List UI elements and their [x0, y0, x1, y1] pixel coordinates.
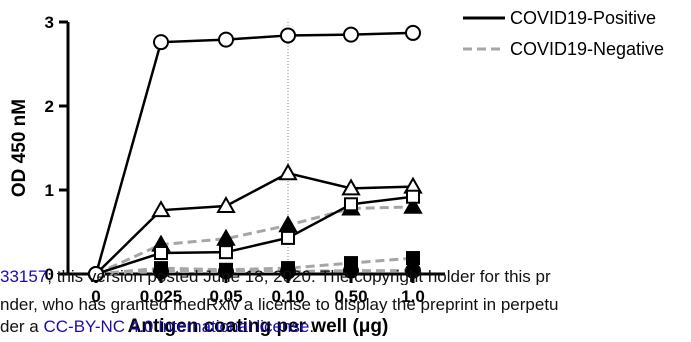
legend: COVID19-Positive COVID19-Negative	[463, 8, 664, 59]
data-point-circle	[218, 31, 234, 48]
data-point-triangle	[151, 200, 171, 218]
data-point-square	[281, 230, 295, 245]
data-point-square	[344, 197, 358, 212]
data-point-square	[406, 251, 420, 266]
data-point-triangle	[278, 215, 298, 233]
series-line	[95, 195, 414, 276]
data-point-circle	[88, 266, 104, 282]
x-tick-label: 0.025	[140, 287, 183, 306]
data-point-square	[219, 245, 233, 260]
x-axis-title: Antigen coating per well (μg)	[128, 316, 389, 337]
watermark-line-1: 33157; this version posted June 18, 2020…	[0, 268, 691, 285]
legend-label-negative: COVID19-Negative	[510, 39, 664, 59]
x-tick-label: 0.50	[334, 287, 367, 306]
data-point-circle	[405, 262, 421, 279]
x-ticks: 0 0.025 0.05 0.10 0.50 1.0	[91, 274, 425, 306]
data-point-circle	[280, 27, 296, 44]
data-point-triangle	[403, 196, 423, 214]
watermark-text-1: ; this version posted June 18, 2020. The…	[47, 268, 551, 285]
watermark-text-3: der a	[0, 318, 44, 335]
legend-label-positive: COVID19-Positive	[510, 8, 656, 28]
data-point-triangle	[216, 195, 236, 213]
data-point-circle	[153, 263, 169, 280]
x-tick-label: 1.0	[401, 287, 425, 306]
series-line	[95, 256, 414, 276]
series-line	[95, 171, 414, 275]
series-line	[95, 269, 413, 276]
data-point-circle	[153, 34, 169, 51]
data-point-triangle	[341, 178, 361, 196]
watermark-line-3: der a CC-BY-NC 4.0 International license…	[0, 318, 691, 335]
y-tick-label: 1	[45, 181, 54, 200]
data-point-triangle	[278, 163, 298, 181]
data-point-square	[406, 189, 420, 204]
x-tick-label: 0.10	[271, 287, 304, 306]
y-tick-label: 3	[45, 13, 54, 32]
series	[88, 24, 423, 282]
series-line	[94, 31, 414, 275]
y-tick-label: 0	[45, 265, 54, 284]
x-tick-label: 0	[91, 287, 100, 306]
axes	[66, 22, 445, 276]
data-point-triangle	[216, 228, 236, 246]
data-point-square	[154, 246, 168, 260]
y-ticks: 0 1 2 3	[45, 13, 68, 284]
x-tick-label: 0.05	[209, 287, 242, 306]
series-square-open	[88, 189, 420, 282]
watermark-doi-link[interactable]: 33157	[0, 268, 48, 285]
y-tick-label: 2	[45, 97, 54, 116]
data-point-circle	[343, 26, 359, 43]
y-axis-title: OD 450 nM	[9, 99, 30, 197]
series-triangle-open	[88, 163, 423, 282]
data-point-circle	[280, 263, 296, 280]
data-point-circle	[405, 24, 421, 41]
series-line	[95, 205, 414, 276]
series-circle-open	[88, 24, 421, 282]
watermark-line-2: nder, who has granted medRxiv a license …	[0, 296, 691, 313]
data-point-circle	[218, 263, 234, 280]
watermark-text-2: nder, who has granted medRxiv a license …	[0, 296, 559, 313]
data-point-circle	[343, 262, 359, 279]
watermark-text-3-end: .	[309, 318, 315, 335]
watermark-license-link[interactable]: CC-BY-NC 4.0 International license	[43, 318, 310, 335]
